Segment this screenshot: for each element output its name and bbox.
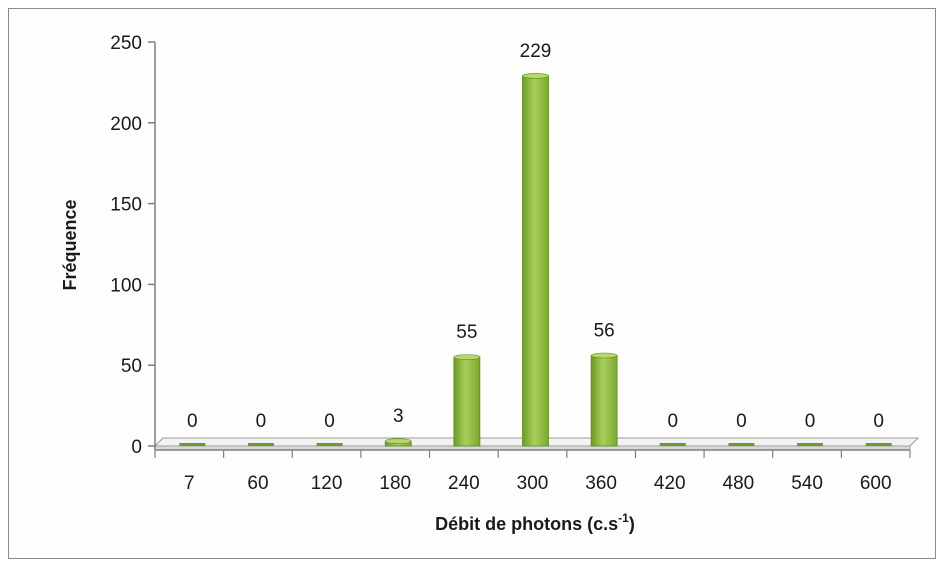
x-tick-label: 60 xyxy=(247,473,268,494)
bar xyxy=(453,356,481,447)
x-tick-label: 480 xyxy=(723,473,755,494)
data-label: 229 xyxy=(520,41,552,62)
bar xyxy=(865,443,892,446)
data-label: 0 xyxy=(256,411,267,432)
bar xyxy=(590,355,618,447)
x-axis-title-superscript: -1 xyxy=(618,511,629,525)
x-tick-label: 180 xyxy=(379,473,411,494)
y-tick-label: 50 xyxy=(121,356,142,377)
x-axis-title-main: Débit de photons (c.s xyxy=(435,514,618,534)
bar-top xyxy=(384,438,412,444)
bars xyxy=(179,73,892,447)
chart-frame xyxy=(8,8,936,559)
y-tick-label: 150 xyxy=(110,195,142,216)
bar xyxy=(179,443,206,446)
x-tick-label: 7 xyxy=(184,473,195,494)
bar xyxy=(247,443,274,446)
data-label: 0 xyxy=(873,411,884,432)
data-label: 0 xyxy=(805,411,816,432)
x-tick-label: 420 xyxy=(654,473,686,494)
bar xyxy=(316,443,343,446)
data-label: 0 xyxy=(736,411,747,432)
x-axis-title-suffix: ) xyxy=(629,514,635,534)
data-label: 3 xyxy=(393,406,404,427)
data-label: 55 xyxy=(456,322,477,343)
bar xyxy=(797,443,824,446)
data-label: 0 xyxy=(667,411,678,432)
data-label: 56 xyxy=(594,321,615,342)
y-tick-label: 100 xyxy=(110,275,142,296)
x-tick-label: 240 xyxy=(448,473,480,494)
x-tick-label: 540 xyxy=(791,473,823,494)
y-tick-label: 200 xyxy=(110,114,142,135)
data-label: 0 xyxy=(324,411,335,432)
x-tick-label: 360 xyxy=(585,473,617,494)
bar-top xyxy=(453,354,481,360)
x-tick-label: 600 xyxy=(860,473,892,494)
x-tick-label: 120 xyxy=(311,473,343,494)
y-tick-labels: 0 50 100 150 200 250 xyxy=(110,33,142,458)
y-tick-label: 250 xyxy=(110,33,142,54)
x-axis-title: Débit de photons (c.s-1) xyxy=(435,511,635,534)
bar-top xyxy=(590,352,618,359)
bar xyxy=(522,75,549,447)
y-tick-label: 0 xyxy=(131,437,142,458)
y-axis-title: Fréquence xyxy=(60,199,80,290)
bar-top xyxy=(522,73,549,79)
x-tick-label: 300 xyxy=(517,473,549,494)
axes xyxy=(148,41,911,458)
bar xyxy=(728,443,755,446)
bar xyxy=(659,443,686,446)
data-label: 0 xyxy=(187,411,198,432)
x-tick-labels: 7 60 120 180 240 300 360 420 480 540 600 xyxy=(184,473,892,494)
data-labels: 0 0 0 3 55 229 56 0 0 0 0 xyxy=(187,41,884,432)
